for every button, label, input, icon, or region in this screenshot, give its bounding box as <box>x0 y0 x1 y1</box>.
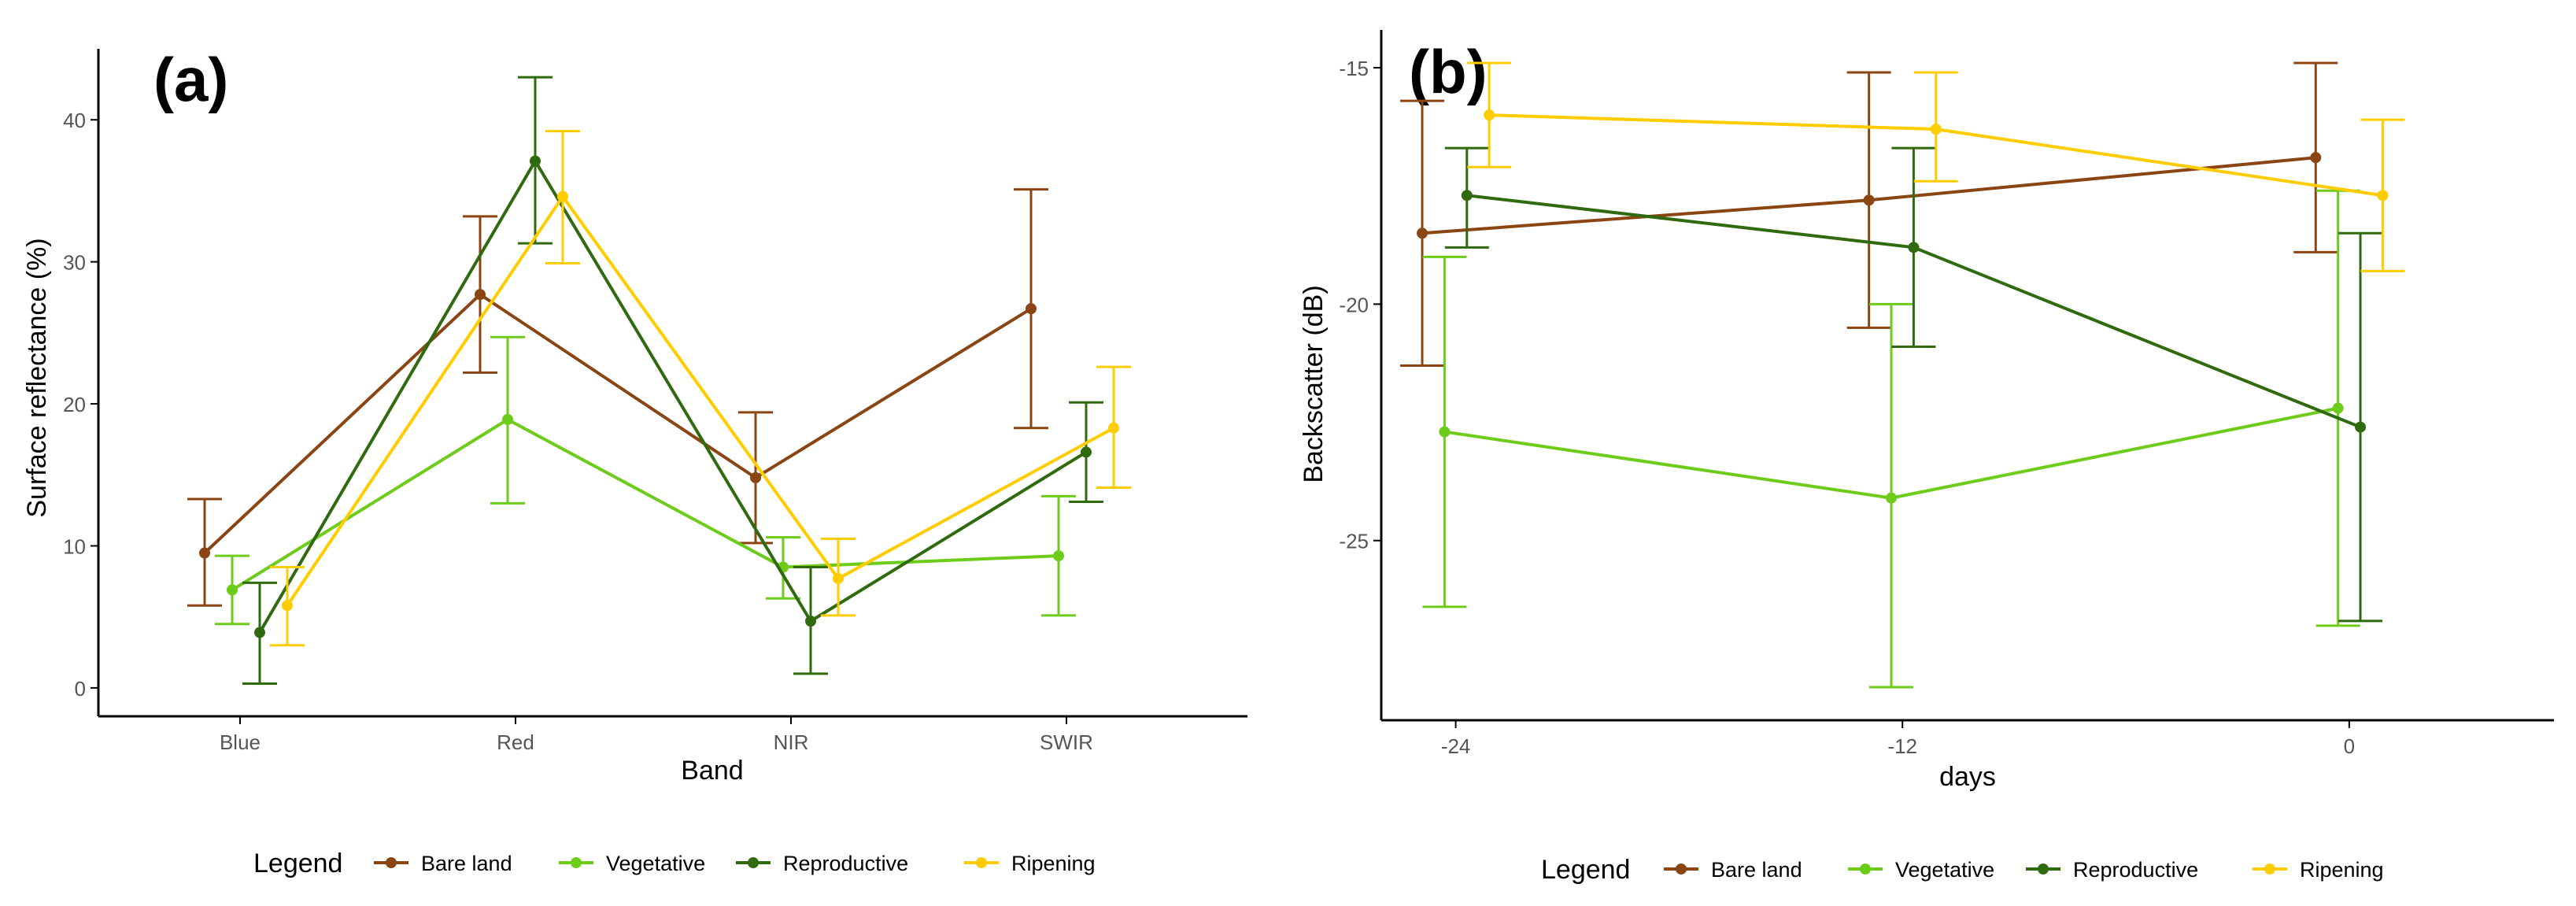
data-point-ripening <box>1484 109 1495 121</box>
legend-swatch-point-reproductive <box>2038 863 2049 875</box>
legend-swatch-point-reproductive <box>748 857 759 868</box>
legend-label-ripening: Ripening <box>2300 858 2384 882</box>
panel-a-x-tick-label: NIR <box>774 730 809 754</box>
data-point-vegetative <box>1439 426 1451 438</box>
legend-swatch-point-vegetative <box>1860 863 1871 875</box>
legend-swatch-point-vegetative <box>571 857 582 868</box>
data-point-vegetative <box>227 584 238 596</box>
legend-swatch-point-bare-land <box>1676 863 1687 875</box>
data-point-reproductive <box>1081 446 1092 458</box>
data-point-bare-land <box>1026 303 1037 315</box>
data-point-reproductive <box>2355 421 2367 433</box>
legend-label-vegetative: Vegetative <box>606 852 705 875</box>
legend-label-ripening: Ripening <box>1011 852 1096 875</box>
data-point-bare-land <box>1863 194 1875 206</box>
data-point-reproductive <box>530 155 541 167</box>
series-line-reproductive <box>258 157 1088 634</box>
series-line-bare-land <box>203 292 1033 554</box>
panel-b-plot-area <box>1400 61 2405 689</box>
panel-b-legend: Legend Bare land Vegetative Reproductive Rip… <box>1541 855 2384 885</box>
panel-b-x-tick-label: 0 <box>2344 734 2355 758</box>
panel-b-x-axis-title: days <box>1939 762 1996 792</box>
legend-swatch-point-bare-land <box>386 857 397 868</box>
legend-label-bare-land: Bare land <box>1711 858 1802 882</box>
panel-b-legend-title: Legend <box>1541 855 1630 885</box>
panel-a-plot-area <box>187 76 1131 686</box>
panel-a-y-tick-label: 0 <box>75 677 86 701</box>
data-point-ripening <box>2377 190 2389 202</box>
data-point-bare-land <box>475 289 486 301</box>
data-point-vegetative <box>1886 492 1898 504</box>
panel-b-y-axis-title: Backscatter (dB) <box>1299 285 1329 483</box>
legend-label-vegetative: Vegetative <box>1895 858 1994 882</box>
panel-a-legend: Legend Bare land Vegetative Reproductive Rip… <box>253 849 1096 878</box>
panel-a-y-tick-label: 20 <box>63 393 86 416</box>
panel-a-legend-title: Legend <box>253 849 342 878</box>
panel-b-label: (b) <box>1409 37 1488 106</box>
legend-label-reproductive: Reproductive <box>783 852 908 875</box>
panel-a-label: (a) <box>153 45 228 114</box>
data-point-bare-land <box>199 547 210 559</box>
panel-b-backscatter-chart: (b) days Backscatter (dB) -15-20-25-24 -1… <box>1299 30 2554 885</box>
panel-a-y-tick-label: 40 <box>63 109 86 132</box>
panel-a-x-tick-label: Red <box>497 730 534 754</box>
panel-a-y-tick-label: 10 <box>63 534 86 558</box>
legend-swatch-point-ripening <box>2264 863 2275 875</box>
data-point-vegetative <box>502 413 513 425</box>
data-point-reproductive <box>1461 190 1473 202</box>
panel-a-x-tick-label: SWIR <box>1040 730 1093 754</box>
data-point-ripening <box>1108 422 1119 434</box>
panel-a-ticks: 0 10 20 30 40 Blue Red NIR SWIR <box>63 109 1093 754</box>
legend-label-bare-land: Bare land <box>421 852 512 875</box>
data-point-reproductive <box>805 616 816 627</box>
panel-a-reflectance-chart: (a) Band Surface reflectance (%) 0 10 20 30… <box>22 45 1247 878</box>
panel-b-y-tick-label: -20 <box>1339 293 1369 316</box>
data-point-ripening <box>557 190 568 202</box>
panel-a-x-axis-title: Band <box>681 756 743 786</box>
data-point-ripening <box>833 572 844 584</box>
data-point-bare-land <box>750 471 761 483</box>
panel-a-y-tick-label: 30 <box>63 251 86 275</box>
data-point-vegetative <box>2332 402 2344 414</box>
series-line-vegetative <box>231 417 1059 592</box>
data-point-reproductive <box>1908 242 1920 253</box>
panel-b-ticks: -15 -20 -25 -24 -12 0 <box>1339 57 2355 758</box>
data-point-reproductive <box>254 627 265 638</box>
series-line-ripening <box>286 194 1114 607</box>
panel-b-x-tick-label: -24 <box>1441 734 1471 758</box>
data-point-vegetative <box>1053 550 1064 562</box>
legend-label-reproductive: Reproductive <box>2073 858 2198 882</box>
data-point-bare-land <box>2310 152 2322 164</box>
legend-swatch-point-ripening <box>976 857 987 868</box>
data-point-ripening <box>282 600 293 612</box>
data-point-bare-land <box>1417 227 1428 239</box>
panel-b-x-tick-label: -12 <box>1887 734 1917 758</box>
panel-a-y-axis-title: Surface reflectance (%) <box>22 238 52 517</box>
data-point-ripening <box>1930 124 1942 135</box>
panel-b-y-tick-label: -15 <box>1339 57 1369 80</box>
panel-a-x-tick-label: Blue <box>220 730 261 754</box>
panel-b-y-tick-label: -25 <box>1339 530 1369 553</box>
